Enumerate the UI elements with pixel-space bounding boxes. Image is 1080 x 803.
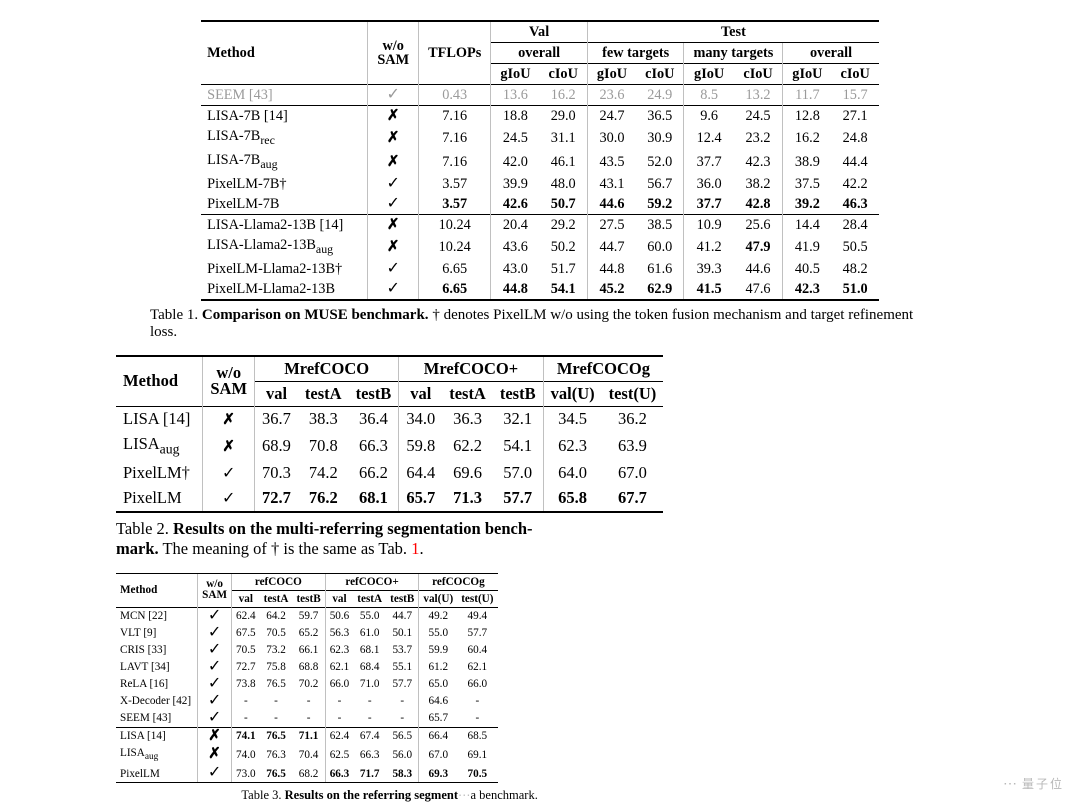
table-row: PixelLM✓72.776.268.165.771.357.765.867.7 bbox=[116, 486, 663, 512]
table-row: PixelLM-7B†✓3.5739.948.043.156.736.038.2… bbox=[201, 174, 879, 194]
t2-cap-pre: Table 2. bbox=[116, 519, 173, 538]
t2-cap-dot: . bbox=[419, 539, 423, 558]
table-row: X-Decoder [42]✓------64.6- bbox=[116, 693, 498, 710]
t1-cap-bold: Comparison on MUSE benchmark. bbox=[202, 307, 429, 323]
t1-h-val: Val bbox=[491, 21, 588, 43]
table-row: LISA [14]✗74.176.571.162.467.456.566.468… bbox=[116, 727, 498, 745]
table-2: Methodw/oSAMMrefCOCOMrefCOCO+MrefCOCOgva… bbox=[116, 355, 663, 513]
table-1-caption: Table 1. Comparison on MUSE benchmark. †… bbox=[110, 307, 970, 341]
t2-cap-rest: The meaning of † is the same as Tab. bbox=[159, 539, 412, 558]
t3-cap-cut: a benchmark. bbox=[471, 788, 538, 802]
t1-h-test: Test bbox=[587, 21, 878, 43]
t1-cap-pre: Table 1. bbox=[150, 307, 202, 323]
table-row: SEEM [43]✓0.4313.616.223.624.98.513.211.… bbox=[201, 85, 879, 106]
table-row: PixelLM✓73.076.568.266.371.758.369.370.5 bbox=[116, 765, 498, 783]
table-row: LISAaug✗74.076.370.462.566.356.067.069.1 bbox=[116, 745, 498, 765]
table-row: VLT [9]✓67.570.565.256.361.050.155.057.7 bbox=[116, 625, 498, 642]
table-row: LISA-Llama2-13Baug✗10.2443.650.244.760.0… bbox=[201, 235, 879, 259]
table-row: PixelLM-7B✓3.5742.650.744.659.237.742.83… bbox=[201, 194, 879, 215]
table-3: Methodw/oSAMrefCOCOrefCOCO+refCOCOgvalte… bbox=[116, 573, 498, 783]
table-row: PixelLM-Llama2-13B✓6.6544.854.145.262.94… bbox=[201, 279, 879, 300]
table-row: CRIS [33]✓70.573.266.162.368.153.759.960… bbox=[116, 642, 498, 659]
table-row: PixelLM†✓70.374.266.264.469.657.064.067.… bbox=[116, 461, 663, 486]
table-row: LISAaug✗68.970.866.359.862.254.162.363.9 bbox=[116, 432, 663, 461]
table-row: LISA-7Baug✗7.1642.046.143.552.037.742.33… bbox=[201, 150, 879, 174]
t3-cap-bold: Results on the referring segment bbox=[285, 788, 458, 802]
table-row: LAVT [34]✓72.775.868.862.168.455.161.262… bbox=[116, 659, 498, 676]
table-row: MCN [22]✓62.464.259.750.655.044.749.249.… bbox=[116, 607, 498, 625]
t1-h-wosam: w/oSAM bbox=[368, 21, 419, 85]
table-1: Methodw/oSAMTFLOPsValTestoverallfew targ… bbox=[201, 20, 879, 301]
watermark: ⋯ 量子位 bbox=[1003, 775, 1064, 793]
table-row: ReLA [16]✓73.876.570.266.071.057.765.066… bbox=[116, 676, 498, 693]
t1-h-method: Method bbox=[201, 21, 368, 85]
table-3-caption: Table 3. Results on the referring segmen… bbox=[116, 787, 663, 803]
t1-h-tflops: TFLOPs bbox=[419, 21, 491, 85]
table-row: PixelLM-Llama2-13B†✓6.6543.051.744.861.6… bbox=[201, 259, 879, 279]
t3-cap-pre: Table 3. bbox=[241, 788, 284, 802]
table-row: LISA [14]✗36.738.336.434.036.332.134.536… bbox=[116, 406, 663, 432]
table-2-caption: Table 2. Results on the multi-referring … bbox=[116, 519, 663, 559]
table-row: LISA-Llama2-13B [14]✗10.2420.429.227.538… bbox=[201, 214, 879, 235]
table-row: LISA-7B [14]✗7.1618.829.024.736.59.624.5… bbox=[201, 106, 879, 127]
table-row: LISA-7Brec✗7.1624.531.130.030.912.423.21… bbox=[201, 126, 879, 150]
